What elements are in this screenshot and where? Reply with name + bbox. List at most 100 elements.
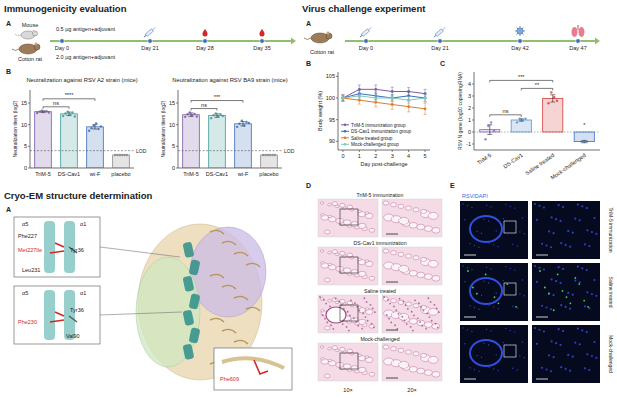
error-bar: [341, 95, 344, 102]
error-bar: [391, 95, 394, 102]
nucleus: [478, 247, 479, 248]
x-tick-label: placebo: [111, 171, 130, 177]
nucleus: [519, 231, 520, 232]
nucleus: [586, 353, 588, 355]
syringe-icon: [360, 35, 362, 37]
alveolus: [432, 324, 440, 330]
nucleus: [562, 330, 564, 332]
nucleus: [536, 343, 538, 345]
nucleus: [524, 357, 525, 358]
alveolus: [432, 228, 440, 234]
timeline-dot: [518, 39, 523, 44]
nucleus: [519, 355, 520, 356]
infiltrate: [374, 311, 376, 313]
significance-bracket: [521, 88, 553, 90]
nucleus: [515, 354, 516, 355]
data-point: [219, 113, 221, 115]
nucleus: [469, 243, 470, 244]
nucleus: [586, 207, 588, 209]
nucleus: [517, 369, 518, 370]
data-point: [212, 114, 214, 116]
alveolus: [328, 215, 332, 218]
alveolus: [417, 272, 425, 278]
figure: Immunogenicity evaluation Cryo-EM structu…: [0, 0, 617, 398]
infiltrate: [348, 330, 350, 332]
marker: [391, 97, 394, 100]
mouse-icon: [15, 34, 21, 36]
alveolus: [398, 252, 404, 256]
infiltrate: [326, 321, 328, 323]
rat-icon: [12, 49, 19, 51]
data-point: [243, 124, 245, 126]
infiltrate: [335, 298, 337, 300]
rsv-signal: [472, 287, 474, 289]
infiltrate: [367, 320, 369, 322]
syringe-icon: [361, 29, 369, 36]
nucleus: [515, 230, 516, 231]
alveolus: [365, 356, 369, 359]
alveolus: [343, 268, 351, 273]
alveolus: [369, 276, 375, 280]
nucleus: [486, 204, 487, 205]
nucleus: [581, 329, 583, 331]
nucleus: [514, 269, 515, 270]
data-point: [45, 110, 47, 112]
nucleus: [497, 308, 498, 309]
nucleus: [500, 232, 501, 233]
nucleus: [551, 216, 553, 218]
dose-label: 0.5 μg antigen+adjuvant: [56, 26, 115, 32]
significance-label: ***: [518, 74, 525, 80]
nucleus: [572, 356, 574, 358]
data-point: [556, 100, 558, 102]
data-point: [264, 154, 266, 156]
nucleus: [493, 368, 494, 369]
y-tick: [176, 168, 178, 169]
day-label: Day 42: [511, 45, 528, 51]
nucleus: [493, 244, 494, 245]
day-label: Day 28: [196, 45, 213, 51]
marker: [407, 99, 410, 102]
alveolus: [340, 347, 346, 351]
chart-title: Neutralization against RSV A2 strain (mi…: [26, 77, 137, 83]
section-heading: Cryo-EM structure determination: [4, 190, 153, 201]
legend-swatch: [344, 143, 347, 146]
infiltrate: [431, 320, 433, 322]
alveolus: [365, 260, 369, 263]
section-heading: Immunogenicity evaluation: [4, 3, 127, 14]
infiltrate: [346, 326, 348, 328]
nucleus: [471, 269, 472, 270]
marker: [424, 107, 427, 110]
legend-label: TriM-5 immunization group: [351, 123, 406, 128]
strand: [222, 241, 236, 245]
y-tick-label: 0: [172, 165, 175, 171]
x-tick: [342, 150, 343, 152]
nucleus: [505, 204, 506, 205]
nucleus: [560, 242, 562, 244]
y-tick-label: 95: [329, 117, 335, 123]
infiltrate: [420, 306, 422, 308]
nucleus: [565, 244, 567, 246]
marker: [358, 94, 361, 97]
nucleus: [534, 327, 536, 329]
y-tick-label: 15: [169, 100, 175, 106]
alveolus: [358, 367, 366, 372]
data-point: [547, 102, 549, 104]
helix: [189, 327, 201, 344]
alveolus: [428, 260, 438, 267]
nucleus: [514, 331, 515, 332]
infiltrate: [396, 328, 398, 330]
plot-area: [480, 91, 595, 143]
significance-bracket: [43, 107, 69, 109]
data-point: [553, 96, 555, 98]
rsv-signal: [562, 290, 564, 292]
infiltrate: [332, 328, 334, 330]
nucleus: [584, 367, 586, 369]
lod-label: LOD: [136, 148, 147, 154]
infiltrate: [329, 306, 331, 308]
syringe-icon: [152, 28, 155, 31]
nucleus: [462, 265, 463, 266]
alveolus: [332, 298, 338, 302]
y-tick-label: 3: [468, 93, 471, 99]
nucleus: [545, 368, 547, 370]
animal-label: Cotton rat: [18, 56, 43, 62]
